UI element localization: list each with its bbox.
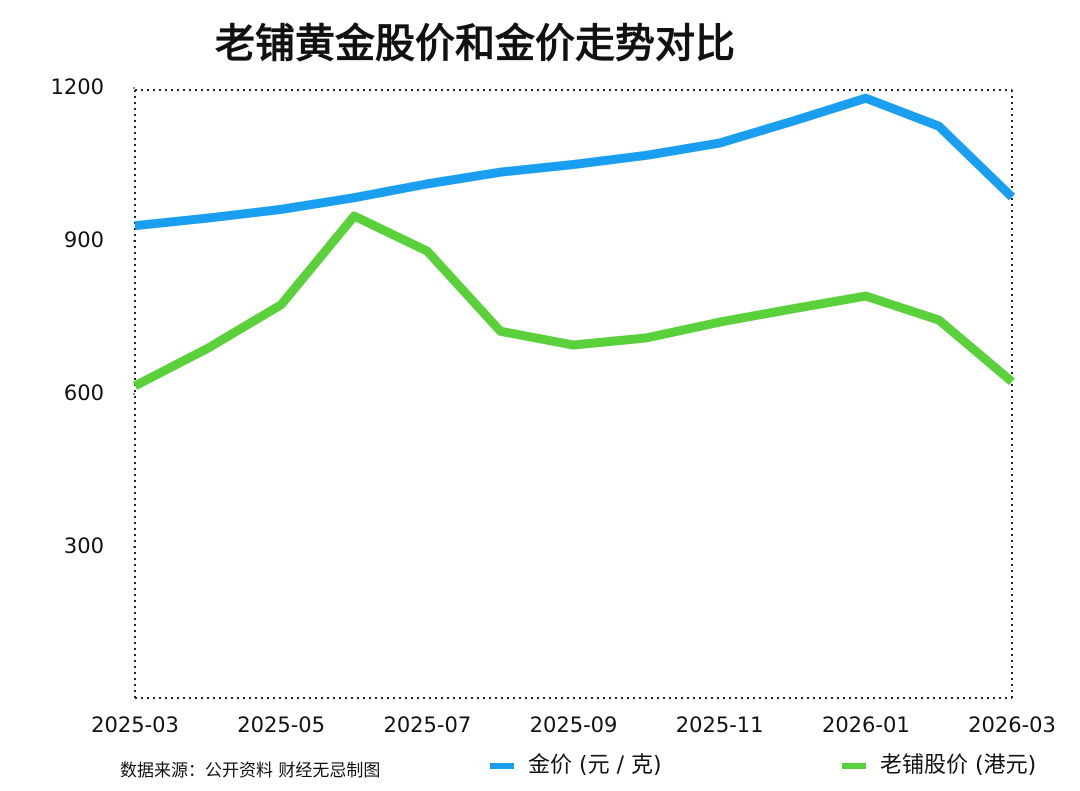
data-line [134, 93, 1016, 231]
x-tick-label: 2025-09 [530, 713, 618, 737]
chart-title: 老铺黄金股价和金价走势对比 [215, 21, 735, 67]
x-tick-label: 2025-03 [91, 713, 179, 737]
legend-label: 金价 (元 / 克) [528, 753, 662, 778]
data-line [132, 211, 1015, 390]
y-tick-label: 900 [64, 228, 104, 252]
y-tick-label: 600 [64, 381, 104, 405]
x-tick-label: 2025-07 [383, 713, 471, 737]
y-tick-label: 300 [64, 534, 104, 558]
x-tick-label: 2025-05 [237, 713, 325, 737]
x-tick-label: 2026-03 [968, 713, 1056, 737]
y-tick-label: 1200 [51, 75, 104, 99]
plot-frame [134, 89, 1013, 699]
x-tick-label: 2026-01 [822, 713, 910, 737]
source-note: 数据来源：公开资料 财经无忌制图 [120, 761, 380, 781]
legend-label: 老铺股价 (港元) [880, 753, 1036, 778]
x-tick-label: 2025-11 [676, 713, 764, 737]
